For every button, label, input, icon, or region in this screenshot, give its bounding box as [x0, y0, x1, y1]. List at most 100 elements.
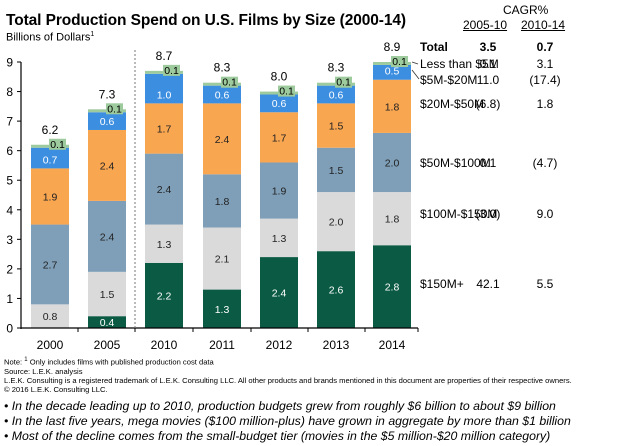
x-tick-label: 2011	[209, 338, 235, 352]
chart-subtitle: Billions of Dollars1	[6, 31, 94, 44]
bar-segment-2010-0	[145, 262, 183, 328]
data-label: 2.1	[215, 254, 230, 266]
small-label-box	[106, 103, 123, 115]
legend-label: Less than $5M	[420, 57, 499, 71]
data-label: 0.7	[43, 154, 58, 166]
data-label: 2.4	[215, 134, 230, 146]
leader-line-5m-20m	[411, 69, 420, 80]
data-label: 1.8	[215, 196, 230, 208]
bar-segment-2005-2	[88, 200, 126, 272]
bullet-item: • Most of the decline comes from the sma…	[4, 429, 551, 443]
chart-title: Total Production Spend on U.S. Films by …	[6, 12, 406, 29]
bar-segment-2010-4	[145, 73, 183, 104]
cagr-value-2010-14: 1.8	[537, 97, 554, 111]
legend-label: $150M+	[420, 277, 464, 291]
bar-segment-2000-3	[31, 168, 69, 225]
data-label: 1.7	[272, 132, 287, 144]
y-tick-label: 2	[6, 262, 13, 276]
bar-segment-2014-0	[373, 245, 411, 328]
data-label: 1.7	[157, 124, 172, 136]
note-footnote-mark: 1	[24, 357, 28, 363]
bar-segment-2011-4	[203, 85, 241, 104]
legend-label: $100M-$150M	[420, 207, 497, 221]
cagr-title: CAGR%	[503, 3, 549, 17]
axes-layer: 2000 2005 2010 2011 2012 2013 2014 0 1 2 3 4 5 6 7 8 9	[6, 50, 419, 352]
y-tick-label: 8	[6, 85, 13, 99]
data-label: 1.9	[43, 191, 58, 203]
bar-segment-2011-2	[203, 174, 241, 228]
cagr-value-2010-14: (17.4)	[529, 73, 560, 87]
total-label: 6.2	[42, 123, 59, 137]
total-label: 8.0	[271, 70, 288, 84]
x-tick-label: 2010	[151, 338, 178, 352]
cagr-value-2005-10: 0.1	[480, 156, 497, 170]
leader-line-less-than-5m	[411, 61, 419, 65]
small-label-box	[221, 76, 238, 88]
bar-segment-2013-4	[317, 85, 355, 104]
bar-segment-2014-4	[373, 64, 411, 80]
small-label-box	[163, 64, 180, 76]
data-label: 0.1	[392, 56, 407, 68]
bar-segment-2012-4	[260, 94, 298, 113]
legend-label: $20M-$50M	[420, 97, 484, 111]
bullet-item: • In the decade leading up to 2010, prod…	[4, 399, 556, 413]
data-label: 2.6	[329, 285, 344, 297]
data-label: 1.3	[272, 233, 287, 245]
bar-segment-2010-1	[145, 224, 183, 263]
data-label: 0.6	[215, 89, 230, 101]
bar-segment-2000-4	[31, 147, 69, 169]
data-label: 1.8	[385, 214, 400, 226]
data-label: 0.1	[107, 103, 122, 115]
y-tick-label: 4	[6, 203, 13, 217]
bar-segment-2005-3	[88, 129, 126, 201]
x-tick-label: 2005	[94, 338, 121, 352]
data-label: 2.2	[157, 290, 172, 302]
trademark-line: L.E.K. Consulting is a registered tradem…	[4, 375, 572, 385]
bar-segment-2005-4	[88, 112, 126, 130]
cagr-value-2005-10: 42.1	[476, 277, 500, 291]
data-label: 0.1	[50, 139, 65, 151]
bar-segment-2014-3	[373, 79, 411, 133]
x-tick-label: 2013	[323, 338, 350, 352]
data-label: 2.7	[43, 259, 58, 271]
data-label: 0.6	[329, 89, 344, 101]
bar-segment-2012-2	[260, 162, 298, 219]
cagr-value-2010-14: (4.7)	[533, 156, 558, 170]
bar-segment-2011-0	[203, 289, 241, 328]
bar-segment-2014-1	[373, 192, 411, 246]
bar-segment-2011-3	[203, 103, 241, 175]
cagr-column-2010-14: 2010-14	[521, 18, 566, 32]
bar-segment-2012-0	[260, 257, 298, 328]
footnotes: Note: 1 Only includes films with publish…	[4, 356, 572, 394]
y-tick-label: 9	[6, 56, 13, 70]
data-label: 0.1	[336, 77, 351, 89]
data-label: 1.3	[215, 304, 230, 316]
y-tick-label: 3	[6, 233, 13, 247]
cagr-value-2005-10: 11.0	[477, 73, 500, 87]
data-label: 0.6	[100, 116, 115, 128]
copyright-line: © 2016 L.E.K. Consulting LLC.	[4, 385, 108, 395]
note-line: Note: 1 Only includes films with publish…	[4, 356, 572, 367]
data-label: 1.5	[329, 165, 344, 177]
small-label-box	[335, 76, 352, 88]
data-label: 2.4	[157, 184, 172, 196]
data-label: 0.5	[385, 66, 400, 78]
bar-segment-2000-1	[31, 304, 69, 328]
data-label: 1.3	[157, 239, 172, 251]
small-label-box	[278, 85, 295, 97]
small-label-box	[391, 56, 408, 67]
data-label: 0.6	[272, 98, 287, 110]
data-label: 1.5	[100, 289, 115, 301]
legend-label: $5M-$20M	[420, 73, 477, 87]
data-label: 2.4	[272, 288, 287, 300]
bar-segment-2010-3	[145, 103, 183, 154]
data-label: 0.1	[222, 77, 237, 89]
bar-segment-2014-2	[373, 132, 411, 193]
data-label: 1.8	[385, 101, 400, 113]
data-label: 1.5	[329, 121, 344, 133]
bar-segment-2013-1	[317, 192, 355, 252]
bar-segment-2013-0	[317, 251, 355, 328]
y-tick-label: 7	[6, 115, 13, 129]
total-label: 8.7	[156, 49, 173, 63]
